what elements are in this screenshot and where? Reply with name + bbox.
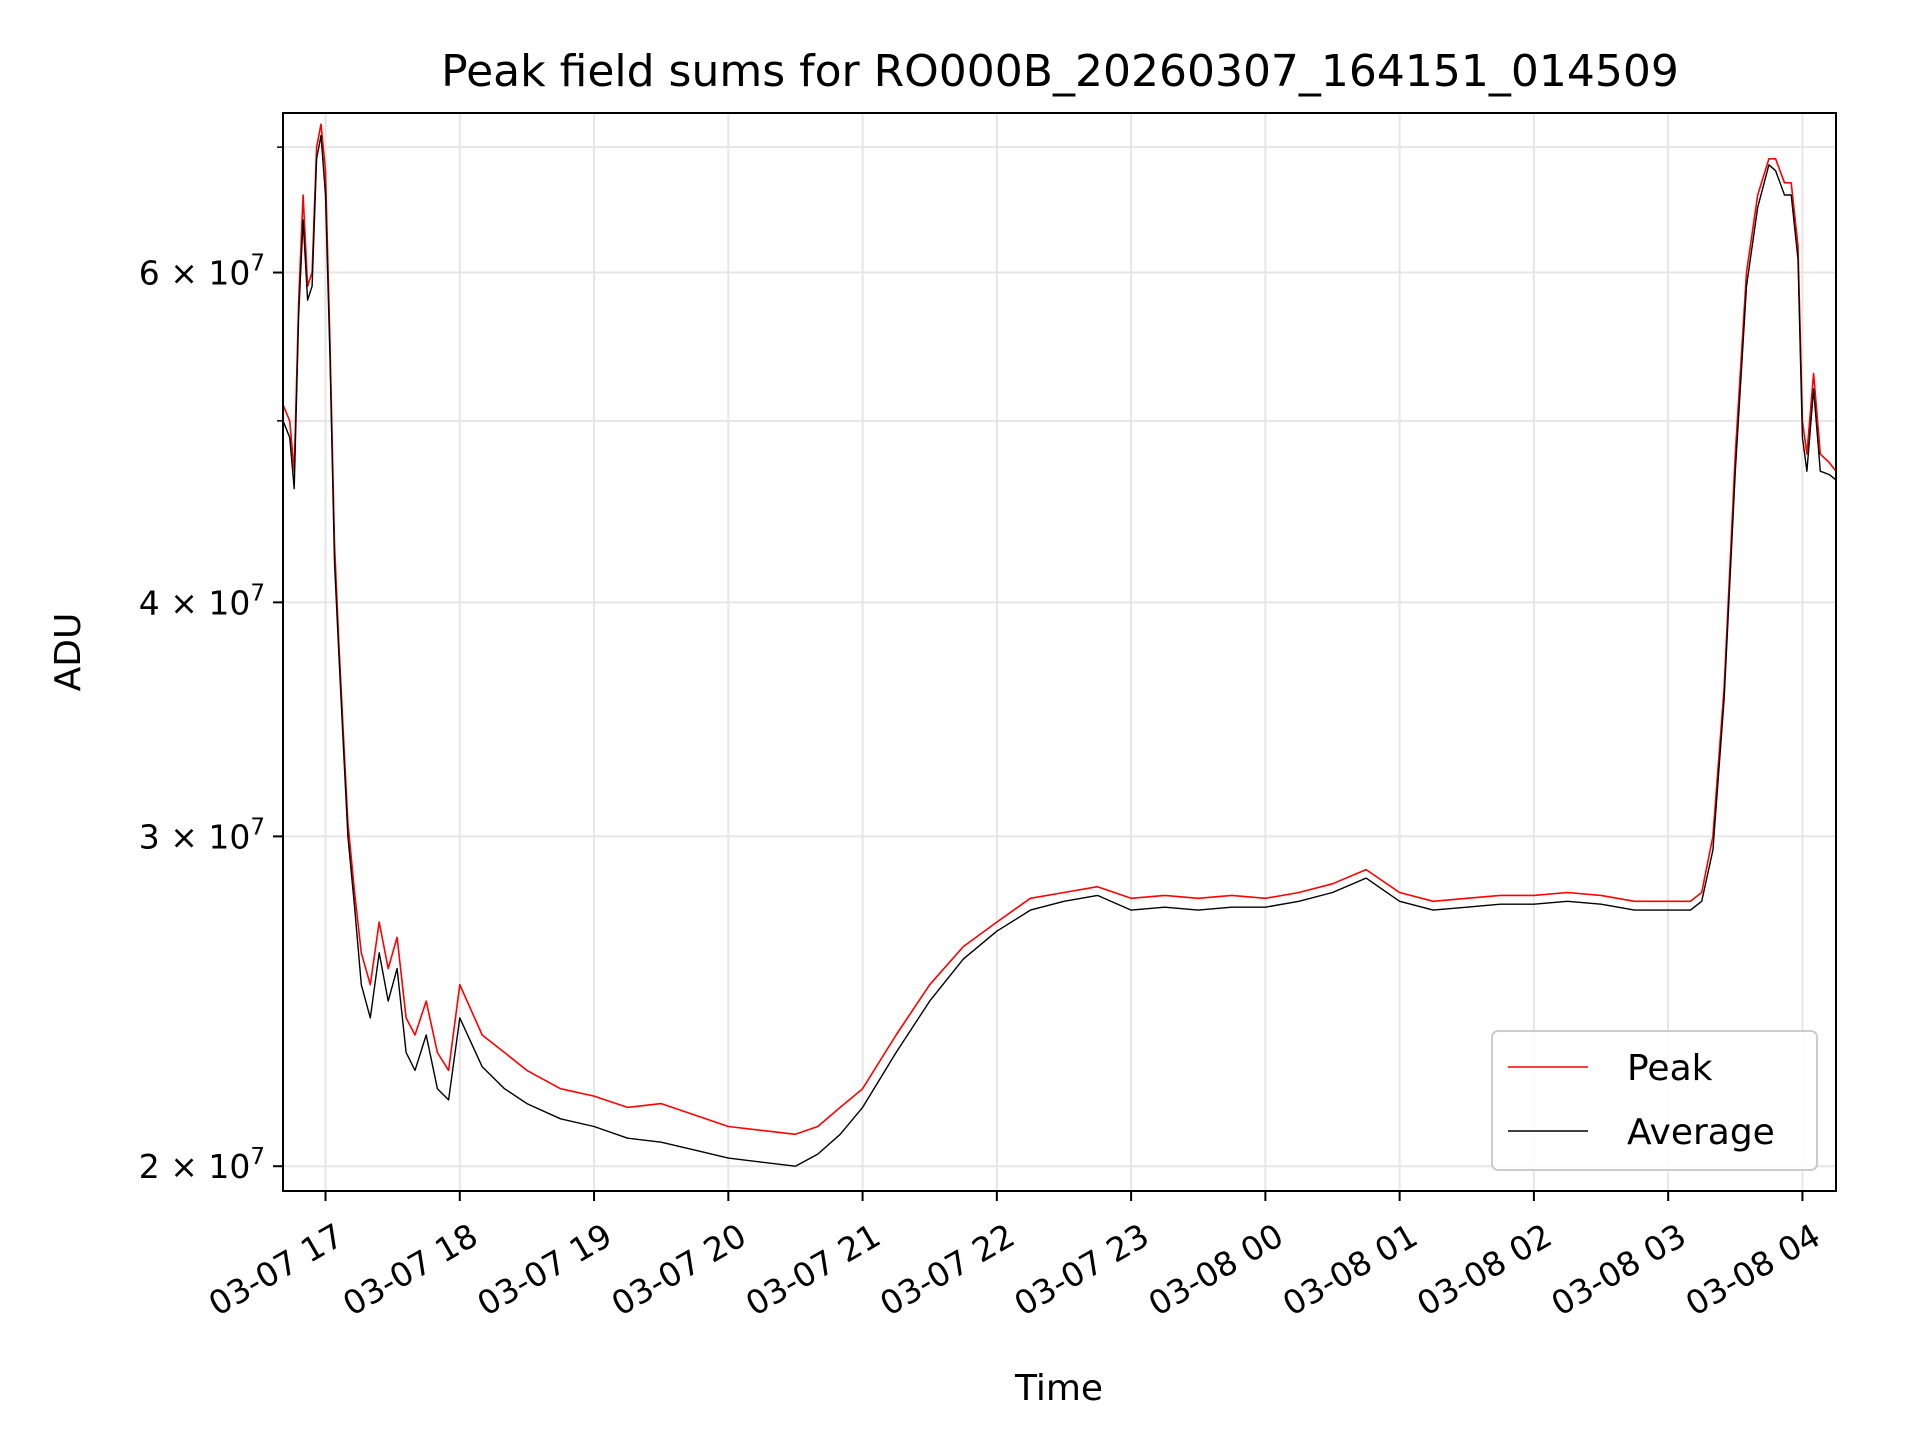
legend-label-average: Average [1627, 1112, 1775, 1153]
y-tick-label: 4 × 107 [139, 580, 265, 622]
series-line-average [282, 134, 1837, 1167]
y-tick-label: 3 × 107 [139, 814, 265, 856]
y-tick-label: 2 × 107 [139, 1144, 265, 1186]
plot-frame [282, 112, 1837, 1192]
legend: Peak Average [1491, 1030, 1818, 1171]
y-axis-label: ADU [48, 613, 89, 692]
legend-label-peak: Peak [1627, 1048, 1713, 1089]
legend-box [1491, 1030, 1818, 1171]
chart-title: Peak field sums for RO000B_20260307_1641… [441, 46, 1679, 97]
y-tick-label: 6 × 107 [139, 251, 265, 293]
series-group [282, 123, 1837, 1167]
y-axis: 2 × 107 3 × 107 4 × 107 6 × 107 [139, 146, 283, 1186]
x-axis-label: Time [1014, 1368, 1103, 1409]
